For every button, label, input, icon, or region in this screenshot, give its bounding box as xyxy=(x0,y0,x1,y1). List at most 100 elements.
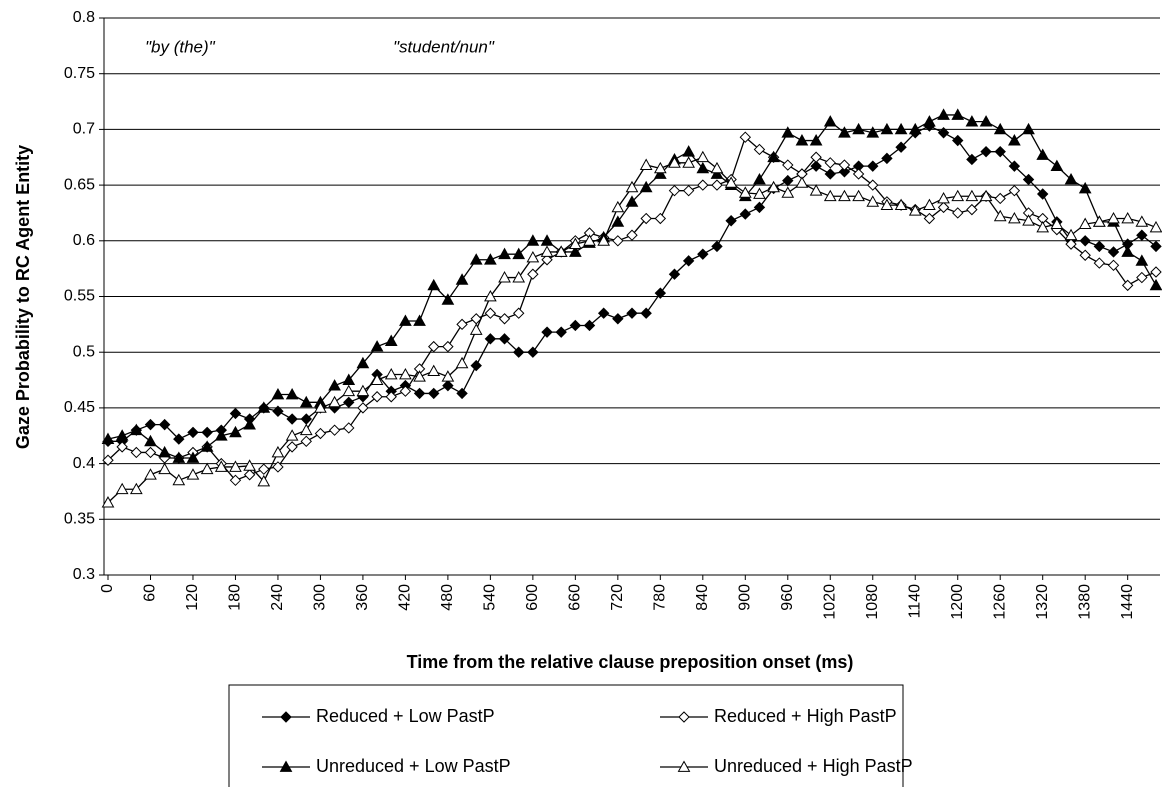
data-point xyxy=(1107,211,1120,224)
data-point xyxy=(639,158,653,170)
data-point xyxy=(1036,188,1049,200)
data-point xyxy=(597,234,611,246)
data-point xyxy=(385,391,397,403)
annotation: "by (the)" xyxy=(145,37,216,56)
data-point xyxy=(1136,229,1148,241)
data-point xyxy=(867,160,879,172)
data-point xyxy=(710,161,724,174)
data-point xyxy=(130,446,143,459)
data-point xyxy=(144,418,157,431)
data-point xyxy=(328,424,341,436)
data-point xyxy=(838,126,851,138)
data-point xyxy=(384,334,398,346)
x-tick-label: 1440 xyxy=(1119,584,1136,620)
legend-marker xyxy=(280,711,292,723)
x-tick-label: 840 xyxy=(694,584,711,611)
data-point xyxy=(328,395,341,408)
data-point xyxy=(838,166,851,178)
data-point xyxy=(739,131,752,143)
data-point xyxy=(526,250,540,263)
data-point xyxy=(753,187,766,199)
data-point xyxy=(668,156,681,168)
data-point xyxy=(272,461,284,473)
data-point xyxy=(384,367,398,380)
data-point xyxy=(342,384,356,397)
data-point xyxy=(852,122,865,135)
data-point xyxy=(1093,215,1106,227)
data-point xyxy=(1093,257,1106,269)
data-point xyxy=(937,108,950,120)
data-point xyxy=(908,122,922,135)
data-point xyxy=(569,245,582,257)
data-point xyxy=(272,405,284,417)
data-point xyxy=(186,468,200,480)
data-point xyxy=(611,215,625,227)
data-point xyxy=(1093,240,1106,253)
data-point xyxy=(285,429,299,441)
data-point xyxy=(569,319,582,332)
data-point xyxy=(158,418,171,431)
data-point xyxy=(285,388,299,400)
data-point xyxy=(952,207,964,219)
data-point xyxy=(994,145,1006,158)
data-point xyxy=(626,307,638,319)
data-point xyxy=(498,271,511,283)
data-point xyxy=(668,268,681,280)
legend-label: Reduced + High PastP xyxy=(714,706,897,726)
data-point xyxy=(356,384,370,397)
data-point xyxy=(965,189,979,202)
data-point xyxy=(824,157,836,169)
data-point xyxy=(554,245,568,257)
data-point xyxy=(640,307,652,319)
data-point xyxy=(753,173,766,185)
data-point xyxy=(753,143,766,156)
data-point xyxy=(200,462,214,475)
data-point xyxy=(1078,181,1092,194)
legend-marker xyxy=(678,711,690,723)
data-point xyxy=(1136,271,1148,284)
data-point xyxy=(908,204,922,216)
data-point xyxy=(286,413,298,425)
data-point xyxy=(540,234,554,246)
x-tick-label: 900 xyxy=(737,584,754,611)
data-point xyxy=(413,387,426,400)
data-point xyxy=(456,387,468,400)
data-point xyxy=(1121,211,1135,224)
data-point xyxy=(767,180,780,193)
data-point xyxy=(172,473,186,486)
data-point xyxy=(697,248,709,260)
data-point xyxy=(427,364,441,377)
data-point xyxy=(1050,217,1064,229)
data-point xyxy=(654,287,667,299)
data-point xyxy=(711,179,723,191)
x-tick-label: 540 xyxy=(482,584,499,611)
data-point xyxy=(469,253,483,265)
data-point xyxy=(101,496,115,508)
data-point xyxy=(413,314,426,326)
data-point xyxy=(214,460,228,472)
data-point xyxy=(527,268,539,280)
data-point xyxy=(555,326,567,338)
x-tick-label: 780 xyxy=(652,584,669,611)
data-point xyxy=(1149,278,1162,291)
data-point xyxy=(696,161,710,174)
data-point xyxy=(498,333,511,345)
x-tick-label: 180 xyxy=(227,584,244,611)
data-point xyxy=(753,201,766,214)
data-point xyxy=(526,234,540,246)
data-point xyxy=(428,340,440,353)
data-point xyxy=(343,422,355,434)
data-point xyxy=(966,153,978,166)
data-point xyxy=(810,160,822,172)
data-point xyxy=(739,208,752,220)
data-point xyxy=(200,440,214,452)
data-point xyxy=(144,446,157,459)
data-point xyxy=(979,115,993,127)
data-point xyxy=(993,122,1007,135)
data-point xyxy=(470,359,482,372)
data-point xyxy=(1135,254,1149,266)
data-point xyxy=(1121,279,1134,292)
y-axis-title: Gaze Probability to RC Agent Entity xyxy=(13,145,33,449)
data-point xyxy=(370,340,384,352)
data-point xyxy=(725,215,737,227)
